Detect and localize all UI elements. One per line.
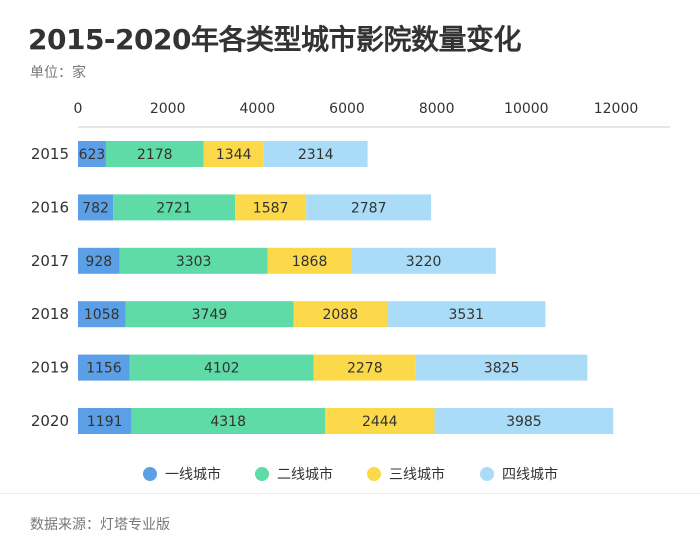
- chart-title: 2015-2020年各类型城市影院数量变化: [28, 23, 521, 56]
- legend-label: 二线城市: [277, 466, 333, 483]
- data-label: 2787: [351, 200, 387, 216]
- bar-segment: [306, 194, 432, 221]
- category-label: 2020: [31, 412, 69, 430]
- legend-marker: [255, 467, 269, 481]
- category-label: 2018: [31, 305, 69, 323]
- bar-segment: [263, 141, 368, 167]
- bar-series: 623 2178 1344 2314 782 2721 1587 2787 928 3303 186…: [78, 141, 614, 434]
- data-label: 2178: [137, 147, 173, 163]
- data-label: 2444: [362, 414, 398, 430]
- bar-segment: [313, 354, 416, 381]
- bar-segment: [105, 141, 204, 167]
- bar-segment: [129, 354, 314, 381]
- bar-segment: [78, 354, 130, 381]
- data-label: 3985: [506, 414, 542, 430]
- data-label: 4318: [210, 414, 246, 430]
- data-label: 2088: [322, 307, 358, 323]
- category-label: 2019: [31, 359, 69, 377]
- category-label: 2017: [31, 252, 69, 270]
- unit-label: 单位：家: [30, 65, 86, 81]
- legend-label: 三线城市: [389, 466, 445, 483]
- data-label: 4102: [204, 361, 240, 377]
- bar-segment: [78, 194, 114, 221]
- bar-segment: [324, 408, 435, 434]
- bar-segment: [119, 247, 268, 274]
- bar-segment: [387, 301, 546, 328]
- x-tick-label: 4000: [240, 101, 276, 117]
- data-label: 623: [79, 147, 106, 163]
- x-tick-label: 8000: [419, 101, 455, 117]
- data-label: 3220: [406, 254, 442, 270]
- bar-segment: [78, 301, 126, 328]
- legend-marker: [480, 467, 494, 481]
- footer-divider: [0, 493, 700, 494]
- bar-segment: [78, 141, 106, 167]
- data-label: 3303: [176, 254, 212, 270]
- data-label: 782: [82, 200, 109, 216]
- legend-label: 一线城市: [165, 466, 221, 483]
- data-label: 1587: [253, 200, 289, 216]
- data-label: 1156: [86, 361, 122, 377]
- bar-segment: [125, 301, 294, 328]
- x-tick-label: 0: [74, 101, 83, 117]
- data-label: 1344: [216, 147, 252, 163]
- category-label: 2015: [31, 145, 69, 163]
- x-tick-label: 2000: [150, 101, 186, 117]
- legend-marker: [367, 467, 381, 481]
- x-tick-label: 10000: [504, 101, 549, 117]
- data-source: 数据来源：灯塔专业版: [30, 517, 170, 533]
- data-label: 1058: [84, 307, 120, 323]
- data-label: 1191: [87, 414, 123, 430]
- data-label: 1868: [292, 254, 328, 270]
- bar-segment: [434, 408, 614, 434]
- data-label: 3825: [484, 361, 520, 377]
- legend-label: 四线城市: [502, 466, 558, 483]
- x-tick-label: 6000: [329, 101, 365, 117]
- x-tick-label: 12000: [594, 101, 639, 117]
- bar-segment: [131, 408, 325, 434]
- data-label: 2314: [298, 147, 334, 163]
- y-axis-categories: 2015 2016 2017 2018 2019 2020: [31, 145, 69, 430]
- stacked-bar-chart: 0 2000 4000 6000 8000 10000 12000 623 2178 1344 2…: [31, 101, 670, 483]
- bar-segment: [267, 247, 352, 274]
- category-label: 2016: [31, 198, 69, 216]
- bar-segment: [415, 354, 588, 381]
- bar-segment: [351, 247, 496, 274]
- bar-segment: [78, 408, 132, 434]
- data-label: 3749: [192, 307, 228, 323]
- bar-segment: [203, 141, 264, 167]
- legend-marker: [143, 467, 157, 481]
- bar-segment: [78, 247, 120, 274]
- x-axis-ticks: 0 2000 4000 6000 8000 10000 12000: [74, 101, 639, 117]
- data-label: 2278: [347, 361, 383, 377]
- bar-segment: [293, 301, 388, 328]
- data-label: 928: [85, 254, 112, 270]
- chart-legend: 一线城市 二线城市 三线城市 四线城市: [143, 466, 558, 483]
- bar-segment: [113, 194, 236, 221]
- data-label: 3531: [448, 307, 484, 323]
- bar-segment: [235, 194, 307, 221]
- data-label: 2721: [156, 200, 192, 216]
